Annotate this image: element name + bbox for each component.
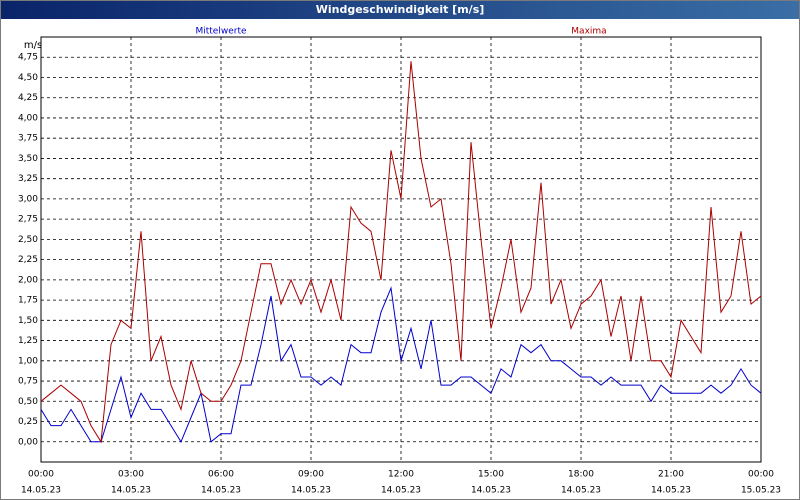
- y-tick-label: 4,00: [18, 113, 38, 123]
- x-tick-label: 03:00: [118, 470, 144, 480]
- y-tick-label: 0,25: [18, 417, 38, 427]
- title-bar: Windgeschwindigkeit [m/s]: [1, 1, 799, 19]
- x-tick-date: 14.05.23: [201, 486, 241, 496]
- y-tick-label: 2,50: [18, 235, 38, 245]
- y-tick-label: 1,75: [18, 296, 38, 306]
- chart: m/s 0,00 0,25 0,50 0,75 1,00 1,25 1,50 1,75 2,00…: [18, 27, 781, 496]
- x-tick-date: 14.05.23: [381, 486, 421, 496]
- x-tick-label: 06:00: [208, 470, 234, 480]
- y-tick-label: 2,00: [18, 275, 38, 285]
- y-tick-label: 1,50: [18, 316, 38, 326]
- legend-entry: Mittelwerte: [195, 27, 246, 37]
- x-tick-label: 18:00: [568, 470, 594, 480]
- x-tick-date: 14.05.23: [21, 486, 61, 496]
- y-tick-label: 4,50: [18, 73, 38, 83]
- y-tick-label: 4,25: [18, 93, 38, 103]
- x-tick-label: 09:00: [298, 470, 324, 480]
- y-tick-label: 3,25: [18, 174, 38, 184]
- y-tick-label: 0,50: [18, 397, 38, 407]
- y-tick-label: 2,25: [18, 255, 38, 265]
- y-tick-label: 3,50: [18, 154, 38, 164]
- x-tick-label: 00:00: [748, 470, 774, 480]
- x-tick-label: 15:00: [478, 470, 504, 480]
- x-tick-date: 14.05.23: [651, 486, 691, 496]
- x-tick-date: 15.05.23: [741, 486, 781, 496]
- y-tick-label: 2,75: [18, 215, 38, 225]
- y-axis-label: m/s: [24, 40, 42, 51]
- legend-entry: Maxima: [571, 27, 606, 37]
- x-tick-date: 14.05.23: [291, 486, 331, 496]
- y-tick-label: 0,00: [18, 437, 38, 447]
- series-line: [40, 61, 762, 444]
- x-tick-date: 14.05.23: [471, 486, 511, 496]
- x-tick-date: 14.05.23: [111, 486, 151, 496]
- x-tick-label: 21:00: [658, 470, 684, 480]
- y-tick-label: 0,75: [18, 377, 38, 387]
- series-line: [40, 286, 762, 443]
- y-tick-label: 4,75: [18, 53, 38, 63]
- x-tick-label: 00:00: [28, 470, 54, 480]
- y-tick-label: 1,25: [18, 336, 38, 346]
- x-tick-label: 12:00: [388, 470, 414, 480]
- x-tick-date: 14.05.23: [561, 486, 601, 496]
- y-tick-label: 3,75: [18, 134, 38, 144]
- y-tick-label: 3,00: [18, 194, 38, 204]
- y-tick-label: 1,00: [18, 356, 38, 366]
